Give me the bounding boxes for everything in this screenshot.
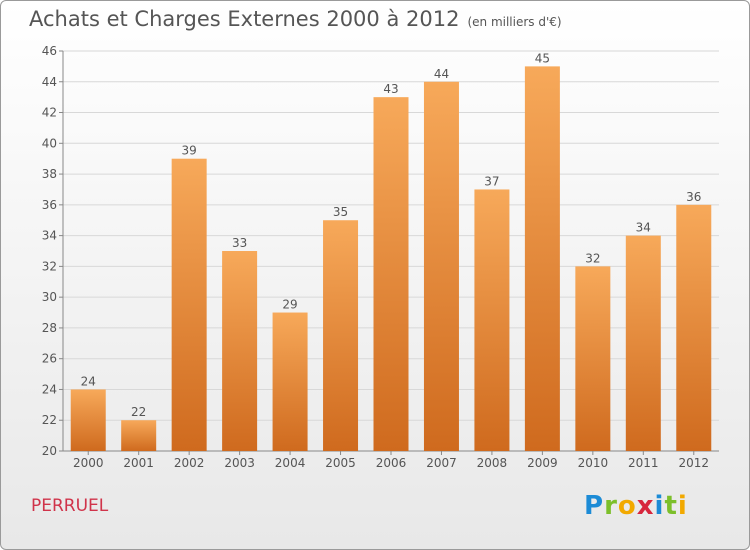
chart-title: Achats et Charges Externes 2000 à 2012	[29, 7, 460, 31]
bar-2004	[272, 312, 308, 451]
data-label-2002: 39	[182, 144, 197, 158]
bar-2012	[676, 204, 712, 451]
y-tick-label: 34	[42, 229, 57, 243]
x-tick-label-2001: 2001	[123, 456, 154, 470]
data-label-2003: 33	[232, 236, 247, 250]
data-label-2012: 36	[686, 190, 701, 204]
bar-2006	[373, 97, 409, 452]
x-tick-label-2004: 2004	[275, 456, 306, 470]
data-label-2010: 32	[585, 251, 600, 265]
data-label-2007: 44	[434, 67, 449, 81]
data-label-2009: 45	[535, 51, 550, 65]
chart-unit: (en milliers d'€)	[467, 15, 562, 29]
bar-2011	[625, 235, 661, 451]
data-label-2004: 29	[282, 298, 297, 312]
x-tick-label-2003: 2003	[224, 456, 255, 470]
bar-2001	[121, 420, 157, 451]
y-tick-label: 46	[42, 44, 57, 58]
data-label-2006: 43	[383, 82, 398, 96]
data-label-2008: 37	[484, 174, 499, 188]
x-tick-label-2009: 2009	[527, 456, 558, 470]
chart-title-block: Achats et Charges Externes 2000 à 2012 (e…	[29, 7, 562, 31]
data-label-2005: 35	[333, 205, 348, 219]
x-tick-label-2007: 2007	[426, 456, 457, 470]
data-label-2000: 24	[81, 374, 96, 388]
y-tick-label: 30	[42, 290, 57, 304]
bar-2000	[70, 389, 106, 451]
logo-letter: t	[664, 491, 678, 521]
x-tick-label-2010: 2010	[578, 456, 609, 470]
x-tick-label-2005: 2005	[325, 456, 356, 470]
x-tick-label-2011: 2011	[628, 456, 659, 470]
x-tick-label-2002: 2002	[174, 456, 205, 470]
y-tick-label: 36	[42, 198, 57, 212]
bar-2002	[171, 158, 207, 451]
data-label-2001: 22	[131, 405, 146, 419]
logo-letter: r	[604, 491, 618, 521]
y-tick-label: 32	[42, 259, 57, 273]
x-tick-label-2000: 2000	[73, 456, 104, 470]
bar-2008	[474, 189, 510, 451]
y-tick-label: 20	[42, 444, 57, 458]
x-tick-label-2012: 2012	[678, 456, 709, 470]
bar-2007	[423, 81, 459, 452]
bar-2009	[524, 66, 560, 451]
y-tick-label: 28	[42, 321, 57, 335]
logo-letter: o	[617, 491, 637, 521]
bar-2005	[323, 220, 359, 451]
x-tick-label-2006: 2006	[376, 456, 407, 470]
x-tick-label-2008: 2008	[477, 456, 508, 470]
logo-letter: i	[654, 491, 665, 521]
logo-letter: x	[636, 491, 655, 521]
y-tick-label: 24	[42, 382, 57, 396]
commune-name: PERRUEL	[31, 496, 109, 516]
y-tick-label: 26	[42, 352, 57, 366]
proxiti-logo: Proxiti	[584, 491, 688, 521]
data-label-2011: 34	[636, 221, 651, 235]
bar-2003	[222, 251, 258, 451]
y-tick-label: 40	[42, 136, 57, 150]
y-tick-label: 42	[42, 106, 57, 120]
logo-letter: P	[584, 491, 605, 521]
y-tick-label: 22	[42, 413, 57, 427]
bar-2010	[575, 266, 611, 451]
y-tick-label: 44	[42, 75, 57, 89]
y-tick-label: 38	[42, 167, 57, 181]
logo-letter: i	[677, 491, 688, 521]
